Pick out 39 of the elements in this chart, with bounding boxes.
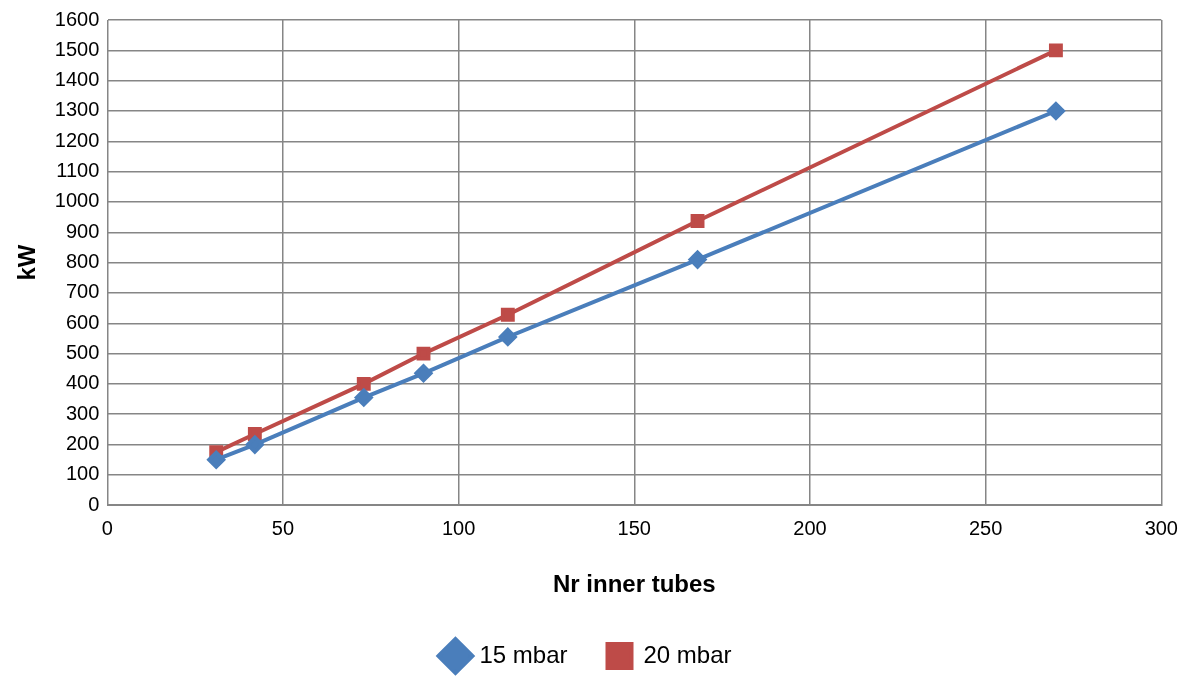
x-tick-label: 300: [1144, 516, 1178, 539]
point: [245, 435, 264, 454]
point: [1048, 43, 1063, 58]
x-tick-label: 50: [271, 516, 295, 539]
point: [498, 327, 517, 346]
y-axis-title: kW: [13, 244, 41, 281]
y-tick-label: 900: [65, 219, 100, 242]
legend-label: 20 mbar: [643, 640, 732, 668]
y-tick-label: 1400: [54, 68, 100, 91]
y-tick-label: 1600: [54, 7, 100, 30]
point: [356, 376, 371, 391]
point: [500, 307, 515, 322]
x-tick-label: 250: [968, 516, 1003, 539]
x-tick-label: 100: [441, 516, 476, 539]
point: [688, 250, 707, 269]
y-tick-label: 1100: [56, 159, 100, 182]
y-tick-label: 800: [65, 250, 100, 273]
point: [416, 346, 431, 361]
y-tick-label: 1500: [54, 37, 100, 60]
y-tick-label: 0: [88, 492, 100, 515]
x-tick-label: 150: [617, 516, 651, 539]
point: [690, 214, 705, 228]
y-tick-label: 700: [65, 280, 100, 303]
y-tick-label: 100: [65, 462, 100, 485]
legend-label: 15 mbar: [479, 640, 568, 668]
x-axis-title: Nr inner tubes: [552, 570, 716, 598]
y-tick-label: 1200: [54, 128, 100, 151]
y-tick-label: 1300: [54, 98, 100, 121]
x-tick-label: 200: [793, 516, 827, 539]
y-tick-label: 600: [65, 310, 100, 333]
point: [414, 364, 433, 383]
point: [1046, 101, 1065, 120]
point: [354, 388, 373, 407]
point: [207, 450, 226, 469]
y-tick-label: 200: [65, 432, 100, 455]
y-tick-label: 1000: [54, 189, 100, 212]
y-tick-label: 500: [65, 341, 100, 364]
y-tick-label: 300: [65, 401, 100, 424]
y-tick-label: 400: [65, 371, 100, 394]
